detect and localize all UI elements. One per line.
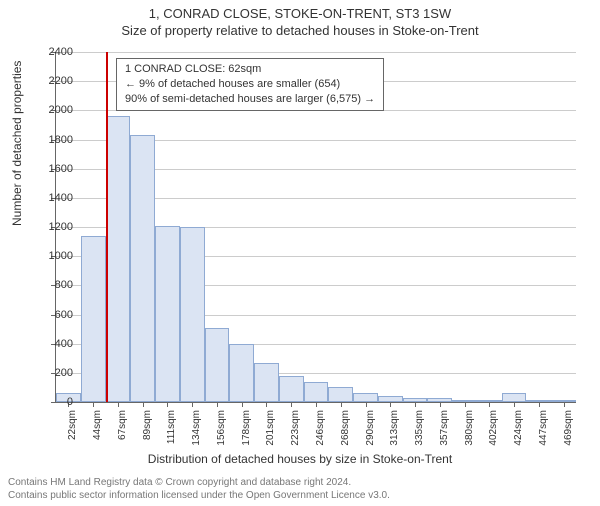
histogram-bar — [254, 363, 279, 402]
footer-attribution: Contains HM Land Registry data © Crown c… — [8, 477, 390, 502]
plot-area: 1 CONRAD CLOSE: 62sqm ← 9% of detached h… — [55, 52, 576, 403]
x-tick — [217, 402, 218, 407]
x-tick — [514, 402, 515, 407]
y-axis-label: Number of detached properties — [10, 61, 24, 226]
histogram-bar — [130, 135, 155, 402]
x-tick-label: 380sqm — [464, 410, 475, 450]
x-tick-label: 201sqm — [265, 410, 276, 450]
chart-title-sub: Size of property relative to detached ho… — [0, 23, 600, 38]
histogram-bar — [502, 393, 527, 402]
x-tick-label: 156sqm — [216, 410, 227, 450]
y-tick-label: 800 — [55, 279, 73, 291]
x-tick-label: 290sqm — [365, 410, 376, 450]
x-tick — [366, 402, 367, 407]
x-tick — [192, 402, 193, 407]
annotation-line: ← 9% of detached houses are smaller (654… — [125, 77, 375, 92]
x-tick — [93, 402, 94, 407]
y-tick-label: 1000 — [49, 250, 73, 262]
x-tick — [341, 402, 342, 407]
y-tick — [51, 402, 56, 403]
x-tick-label: 246sqm — [315, 410, 326, 450]
x-tick-label: 268sqm — [340, 410, 351, 450]
x-tick — [465, 402, 466, 407]
x-tick-label: 44sqm — [92, 410, 103, 450]
y-tick-label: 2400 — [49, 46, 73, 58]
x-tick-label: 335sqm — [414, 410, 425, 450]
chart-title-main: 1, CONRAD CLOSE, STOKE-ON-TRENT, ST3 1SW — [0, 6, 600, 21]
x-tick-label: 469sqm — [563, 410, 574, 450]
x-tick-label: 89sqm — [142, 410, 153, 450]
histogram-bar — [229, 344, 254, 402]
histogram-bar — [81, 236, 106, 402]
footer-line: Contains HM Land Registry data © Crown c… — [8, 477, 390, 490]
x-tick — [489, 402, 490, 407]
y-tick-label: 200 — [55, 367, 73, 379]
x-tick — [242, 402, 243, 407]
x-tick — [539, 402, 540, 407]
y-tick-label: 1600 — [49, 163, 73, 175]
y-tick-label: 1200 — [49, 221, 73, 233]
histogram-bar — [155, 226, 180, 402]
x-tick — [118, 402, 119, 407]
x-tick-label: 111sqm — [166, 410, 177, 450]
x-tick — [266, 402, 267, 407]
x-tick-label: 178sqm — [241, 410, 252, 450]
footer-line: Contains public sector information licen… — [8, 490, 390, 503]
y-tick-label: 0 — [67, 396, 73, 408]
grid-line — [56, 52, 576, 53]
x-axis-label: Distribution of detached houses by size … — [0, 452, 600, 466]
annotation-line: 90% of semi-detached houses are larger (… — [125, 92, 375, 107]
x-tick — [316, 402, 317, 407]
annotation-box: 1 CONRAD CLOSE: 62sqm ← 9% of detached h… — [116, 58, 384, 111]
y-tick-label: 600 — [55, 309, 73, 321]
x-tick-label: 357sqm — [439, 410, 450, 450]
y-tick-label: 2200 — [49, 75, 73, 87]
histogram-bar — [304, 382, 329, 402]
histogram-bar — [279, 376, 304, 402]
x-tick — [390, 402, 391, 407]
histogram-bar — [205, 328, 230, 402]
x-tick-label: 67sqm — [117, 410, 128, 450]
x-tick-label: 223sqm — [290, 410, 301, 450]
x-tick — [167, 402, 168, 407]
x-tick-label: 22sqm — [67, 410, 78, 450]
x-tick — [564, 402, 565, 407]
x-tick-label: 424sqm — [513, 410, 524, 450]
x-tick — [291, 402, 292, 407]
annotation-line: 1 CONRAD CLOSE: 62sqm — [125, 62, 375, 77]
x-tick — [440, 402, 441, 407]
histogram-bar — [353, 393, 378, 402]
histogram-bar — [328, 387, 353, 402]
x-tick-label: 313sqm — [389, 410, 400, 450]
y-tick-label: 400 — [55, 338, 73, 350]
marker-line — [106, 52, 108, 402]
y-tick-label: 1400 — [49, 192, 73, 204]
histogram-bar — [106, 116, 131, 402]
x-tick-label: 402sqm — [488, 410, 499, 450]
x-tick-label: 447sqm — [538, 410, 549, 450]
x-tick — [143, 402, 144, 407]
y-tick-label: 2000 — [49, 104, 73, 116]
y-tick-label: 1800 — [49, 134, 73, 146]
histogram-bar — [180, 227, 205, 402]
x-tick-label: 134sqm — [191, 410, 202, 450]
x-tick — [415, 402, 416, 407]
